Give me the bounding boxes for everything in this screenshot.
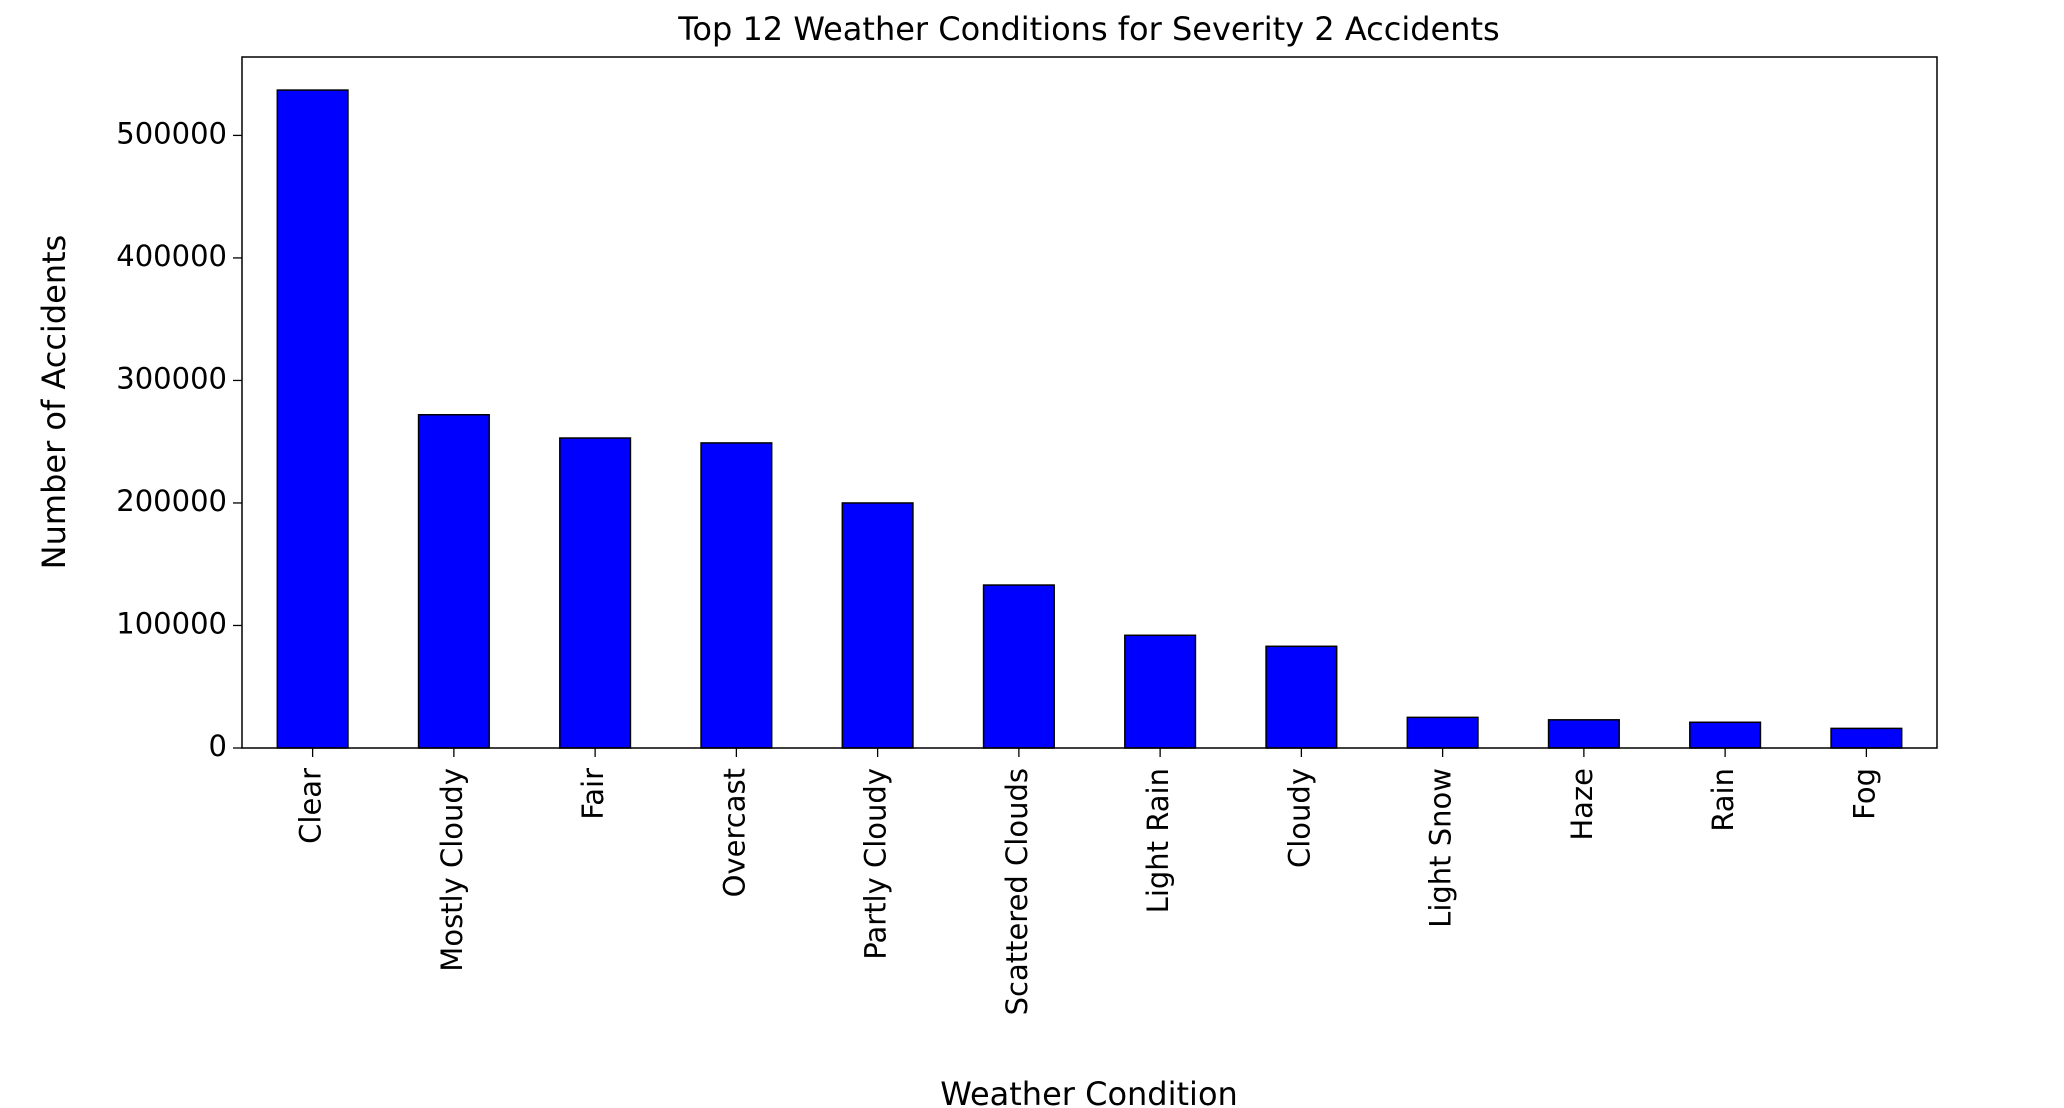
x-tick-label: Haze — [1565, 768, 1599, 841]
x-tick-label: Rain — [1706, 768, 1740, 832]
bar — [982, 584, 1055, 749]
bar — [417, 414, 490, 749]
bar — [841, 502, 914, 749]
x-tick-label: Cloudy — [1282, 768, 1316, 868]
bar — [1547, 719, 1620, 749]
x-axis-label: Weather Condition — [940, 1075, 1238, 1108]
x-tick-label: Light Rain — [1141, 768, 1175, 913]
y-tick-label: 500000 — [116, 116, 227, 150]
bar — [700, 442, 773, 749]
x-tick-label: Fair — [576, 768, 610, 820]
bar — [1830, 727, 1903, 749]
x-tick-label: Partly Cloudy — [859, 768, 893, 960]
y-axis-label: Number of Accidents — [35, 235, 73, 570]
bar — [1689, 721, 1762, 749]
y-tick-label: 100000 — [116, 606, 227, 640]
y-tick-label: 200000 — [116, 484, 227, 518]
x-tick-label: Scattered Clouds — [1000, 768, 1034, 1015]
y-tick-label: 300000 — [116, 361, 227, 395]
bar — [1124, 634, 1197, 749]
y-tick-label: 0 — [209, 729, 227, 763]
bar — [1406, 716, 1479, 749]
bar — [559, 437, 632, 749]
chart-title: Top 12 Weather Conditions for Severity 2… — [677, 10, 1499, 48]
x-tick-label: Overcast — [717, 768, 751, 897]
plot-frame — [241, 56, 1938, 749]
x-tick-label: Mostly Cloudy — [435, 768, 469, 972]
x-tick-label: Fog — [1847, 768, 1881, 820]
y-tick-label: 400000 — [116, 239, 227, 273]
x-tick-label: Clear — [294, 768, 328, 844]
bar — [1265, 645, 1338, 749]
x-tick-label: Light Snow — [1424, 768, 1458, 928]
bar — [276, 89, 349, 749]
